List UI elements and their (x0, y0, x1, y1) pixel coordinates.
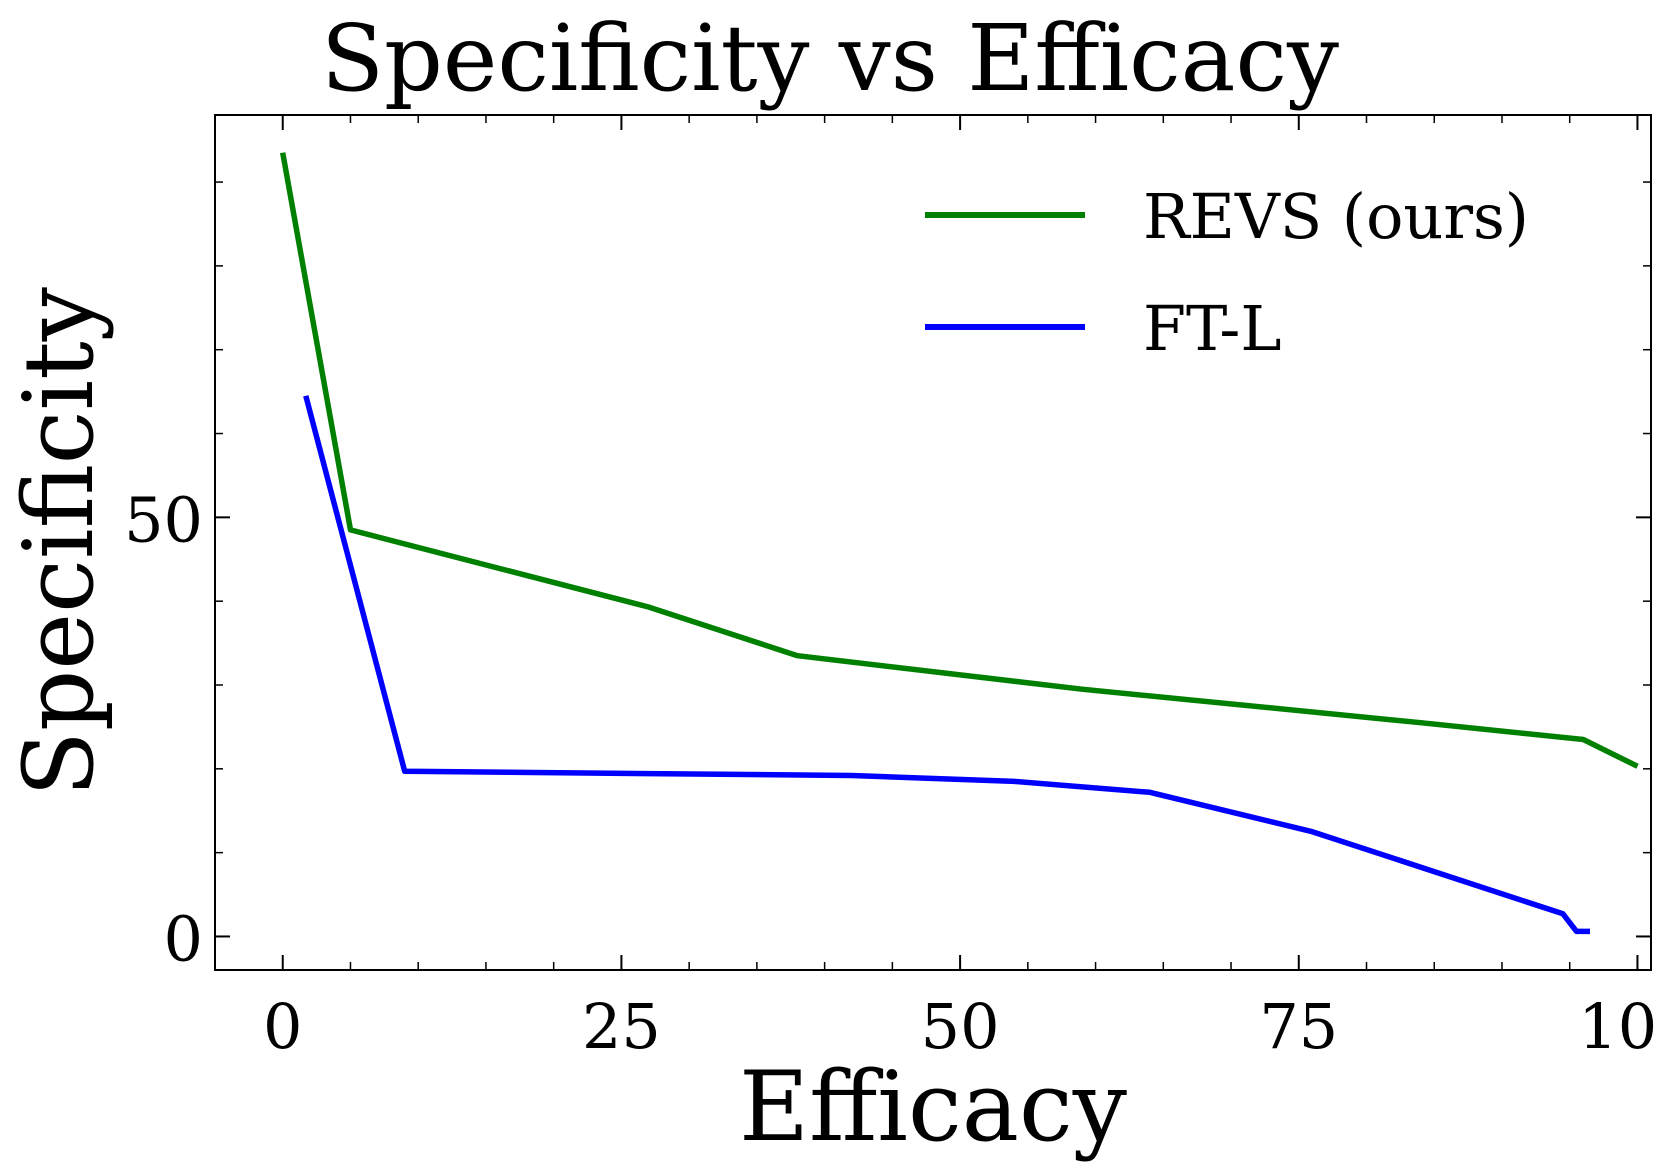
legend-label-revs: REVS (ours) (1143, 180, 1529, 253)
major-ticks (215, 115, 1651, 970)
minor-ticks (215, 115, 1651, 970)
series-line-revs (279, 152, 1639, 769)
x-tick-label: 50 (921, 990, 1000, 1063)
y-tick-label: 0 (164, 902, 203, 975)
x-tick-label: 25 (582, 990, 661, 1063)
x-tick-label: 75 (1259, 990, 1338, 1063)
x-tick-label: 0 (263, 990, 302, 1063)
chart-title: Specificity vs Efficacy (321, 5, 1339, 112)
series-line-ftl (303, 395, 1590, 935)
x-tick-label: 100 (1578, 990, 1660, 1063)
y-tick-label: 50 (124, 483, 203, 556)
series-lines (279, 152, 1639, 935)
plot-frame (214, 114, 1652, 971)
y-axis-label: Specificity (3, 287, 115, 797)
legend: REVS (ours) FT-L (925, 180, 1529, 365)
tick-labels: 0 25 50 75 100 0 50 (124, 483, 1660, 1063)
plot-area: 0 25 50 75 100 0 50 (124, 114, 1660, 1063)
x-axis-label: Efficacy (739, 1051, 1127, 1163)
legend-label-ftl: FT-L (1143, 292, 1282, 365)
